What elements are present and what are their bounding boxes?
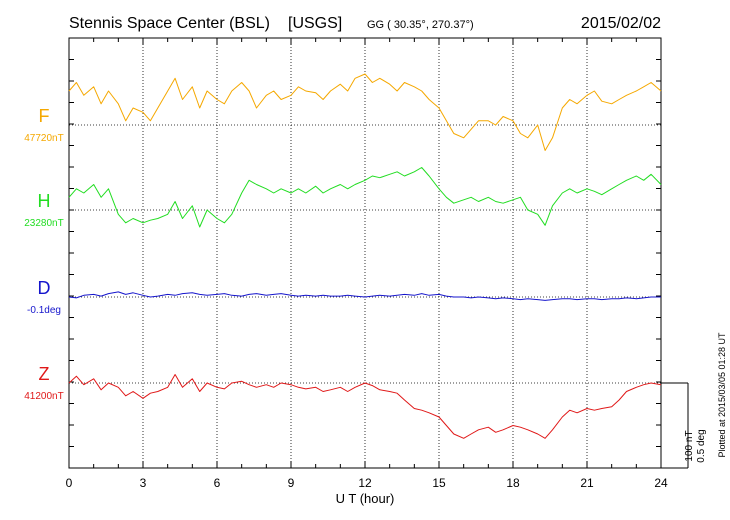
station-title: Stennis Space Center (BSL) [69, 15, 270, 32]
trace-h [68, 167, 662, 228]
x-tick-label: 0 [66, 476, 73, 490]
series-baseline-f: 47720nT [24, 133, 63, 144]
trace-d [68, 291, 661, 301]
x-axis-label: U T (hour) [336, 491, 395, 506]
series-name-d: D [38, 278, 51, 298]
axis-ticks: 0 3 6 9 12 15 18 21 24 [66, 37, 668, 490]
trace-z [68, 374, 662, 439]
traces [68, 73, 662, 439]
x-tick-label: 12 [358, 476, 372, 490]
x-tick-label: 21 [580, 476, 594, 490]
scale-bar: 100 nT 0.5 deg [661, 382, 707, 469]
scale-bar-label-2: 0.5 deg [696, 429, 707, 462]
scale-bar-label-1: 100 nT [684, 430, 695, 461]
series-name-h: H [38, 191, 51, 211]
network-label: [USGS] [288, 15, 342, 32]
x-tick-label: 15 [432, 476, 446, 490]
grid [142, 38, 588, 468]
series-baseline-h: 23280nT [24, 218, 63, 229]
series-labels: F 47720nT H 23280nT D -0.1deg Z 41200nT [24, 106, 63, 402]
series-baseline-z: 41200nT [24, 391, 63, 402]
x-tick-label: 6 [214, 476, 221, 490]
coords-label: GG ( 30.35°, 270.37°) [367, 19, 474, 31]
series-baseline-d: -0.1deg [27, 305, 61, 316]
x-tick-label: 18 [506, 476, 520, 490]
series-name-z: Z [39, 364, 50, 384]
trace-f [68, 73, 662, 151]
date-label: 2015/02/02 [581, 15, 661, 32]
x-tick-label: 24 [654, 476, 668, 490]
plotted-note: Plotted at 2015/03/05 01:28 UT [717, 332, 727, 458]
x-tick-label: 9 [288, 476, 295, 490]
plot-frame [68, 37, 662, 469]
series-name-f: F [39, 106, 50, 126]
x-tick-label: 3 [140, 476, 147, 490]
